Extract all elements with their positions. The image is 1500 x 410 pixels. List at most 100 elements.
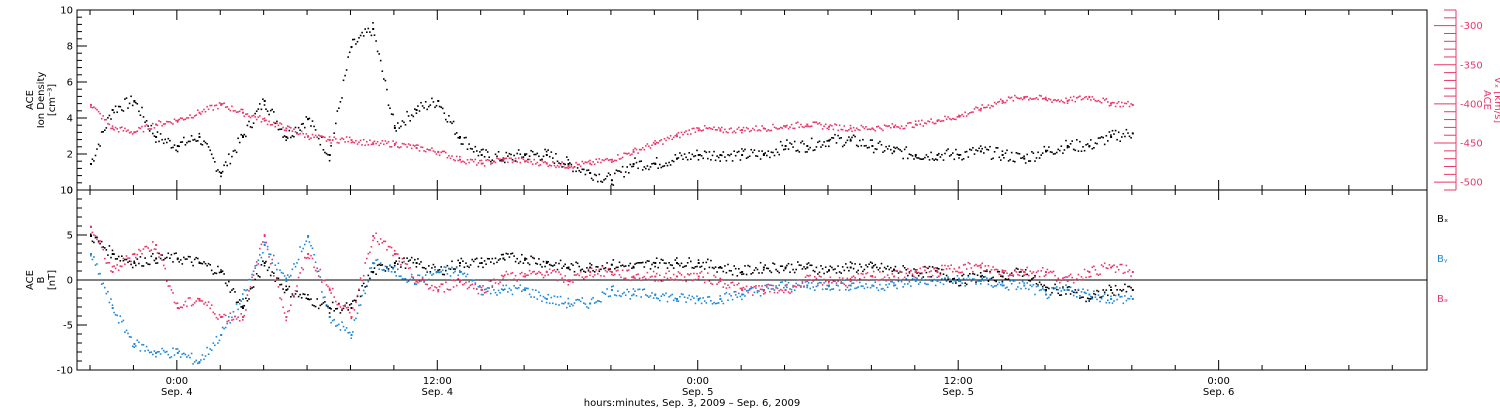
- data-point: [779, 265, 782, 267]
- data-point: [254, 267, 256, 269]
- data-point: [519, 260, 522, 263]
- data-point: [1048, 271, 1050, 274]
- data-point: [810, 282, 813, 284]
- y2-tick-label: -500: [1460, 178, 1483, 189]
- data-point: [581, 276, 584, 278]
- data-point: [730, 153, 732, 155]
- data-point: [527, 274, 529, 276]
- data-point: [136, 258, 139, 260]
- data-point: [691, 127, 694, 130]
- data-point: [886, 274, 889, 276]
- data-point: [517, 157, 520, 159]
- data-point: [555, 153, 557, 155]
- data-point: [223, 327, 225, 330]
- data-point: [803, 266, 805, 268]
- data-point: [508, 157, 511, 159]
- data-point: [976, 265, 979, 267]
- data-point: [575, 170, 577, 173]
- data-point: [775, 148, 777, 151]
- data-point: [933, 278, 935, 281]
- data-point: [752, 294, 754, 296]
- data-point: [206, 346, 208, 349]
- data-point: [885, 125, 887, 127]
- data-point: [321, 136, 323, 138]
- data-point: [322, 279, 325, 282]
- data-point: [995, 268, 997, 271]
- data-point: [294, 126, 297, 129]
- data-point: [117, 255, 120, 258]
- data-point: [150, 128, 153, 130]
- data-point: [783, 291, 785, 294]
- data-point: [606, 175, 608, 178]
- data-point: [316, 298, 318, 300]
- data-point: [138, 248, 140, 251]
- data-point: [367, 252, 370, 255]
- data-point: [697, 299, 700, 302]
- data-point: [410, 273, 413, 276]
- data-point: [807, 275, 810, 277]
- data-point: [902, 286, 904, 288]
- data-point: [393, 249, 396, 252]
- data-point: [851, 136, 853, 139]
- data-point: [228, 280, 230, 283]
- data-point: [587, 169, 590, 171]
- data-point: [738, 126, 740, 129]
- data-point: [434, 151, 436, 153]
- data-point: [739, 159, 742, 161]
- data-point: [655, 257, 658, 259]
- data-point: [807, 125, 810, 128]
- data-point: [189, 356, 191, 359]
- data-point: [962, 158, 965, 160]
- data-point: [1091, 266, 1094, 269]
- data-point: [279, 269, 281, 271]
- data-point: [307, 135, 310, 138]
- data-point: [559, 164, 562, 166]
- data-point: [369, 267, 371, 270]
- data-point: [133, 262, 136, 264]
- data-point: [401, 261, 404, 264]
- data-point: [242, 307, 244, 309]
- data-point: [961, 158, 963, 161]
- data-point: [91, 158, 94, 160]
- data-point: [139, 256, 142, 258]
- data-point: [888, 277, 890, 279]
- data-point: [862, 138, 864, 141]
- data-point: [783, 148, 785, 151]
- data-point: [148, 351, 151, 354]
- data-point: [772, 284, 774, 287]
- data-point: [513, 154, 515, 157]
- data-point: [764, 128, 766, 130]
- data-point: [897, 272, 900, 274]
- data-point: [964, 285, 966, 287]
- data-point: [587, 268, 590, 271]
- data-point: [1063, 289, 1066, 291]
- data-point: [719, 277, 721, 280]
- data-point: [333, 136, 335, 138]
- data-point: [428, 105, 430, 108]
- data-point: [900, 125, 903, 127]
- data-point: [916, 277, 918, 280]
- data-point: [530, 149, 532, 152]
- data-point: [993, 285, 996, 287]
- data-point: [370, 246, 373, 248]
- data-point: [840, 272, 842, 274]
- data-point: [172, 347, 174, 350]
- data-point: [654, 265, 656, 268]
- data-point: [648, 145, 650, 147]
- data-point: [321, 303, 323, 306]
- data-point: [502, 158, 505, 161]
- data-point: [494, 257, 497, 260]
- data-point: [269, 109, 272, 112]
- data-point: [485, 288, 487, 290]
- data-point: [339, 138, 342, 141]
- data-point: [679, 152, 681, 154]
- data-point: [798, 264, 801, 266]
- data-point: [744, 288, 746, 290]
- data-point: [1034, 293, 1036, 296]
- data-point: [508, 279, 511, 281]
- data-point: [893, 284, 896, 287]
- data-point: [348, 304, 351, 306]
- data-point: [96, 238, 98, 241]
- data-point: [297, 295, 300, 298]
- data-point: [986, 148, 988, 151]
